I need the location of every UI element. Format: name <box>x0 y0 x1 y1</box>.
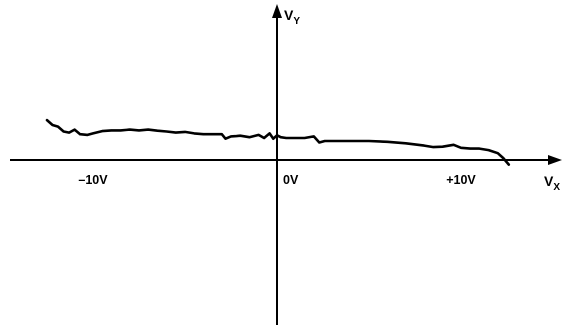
x-tick-labels: –10V 0V +10V <box>78 173 476 187</box>
series-0-line <box>45 118 511 166</box>
y-axis-label: VY <box>284 7 300 27</box>
series-layer <box>45 118 511 166</box>
y-axis-arrowhead <box>272 4 282 18</box>
x-tick-label: +10V <box>446 173 476 187</box>
x-axis-label: VX <box>544 173 560 193</box>
axes <box>10 4 562 325</box>
x-axis-arrowhead <box>548 155 562 165</box>
x-tick-label: 0V <box>283 173 299 187</box>
x-tick-label: –10V <box>78 173 108 187</box>
